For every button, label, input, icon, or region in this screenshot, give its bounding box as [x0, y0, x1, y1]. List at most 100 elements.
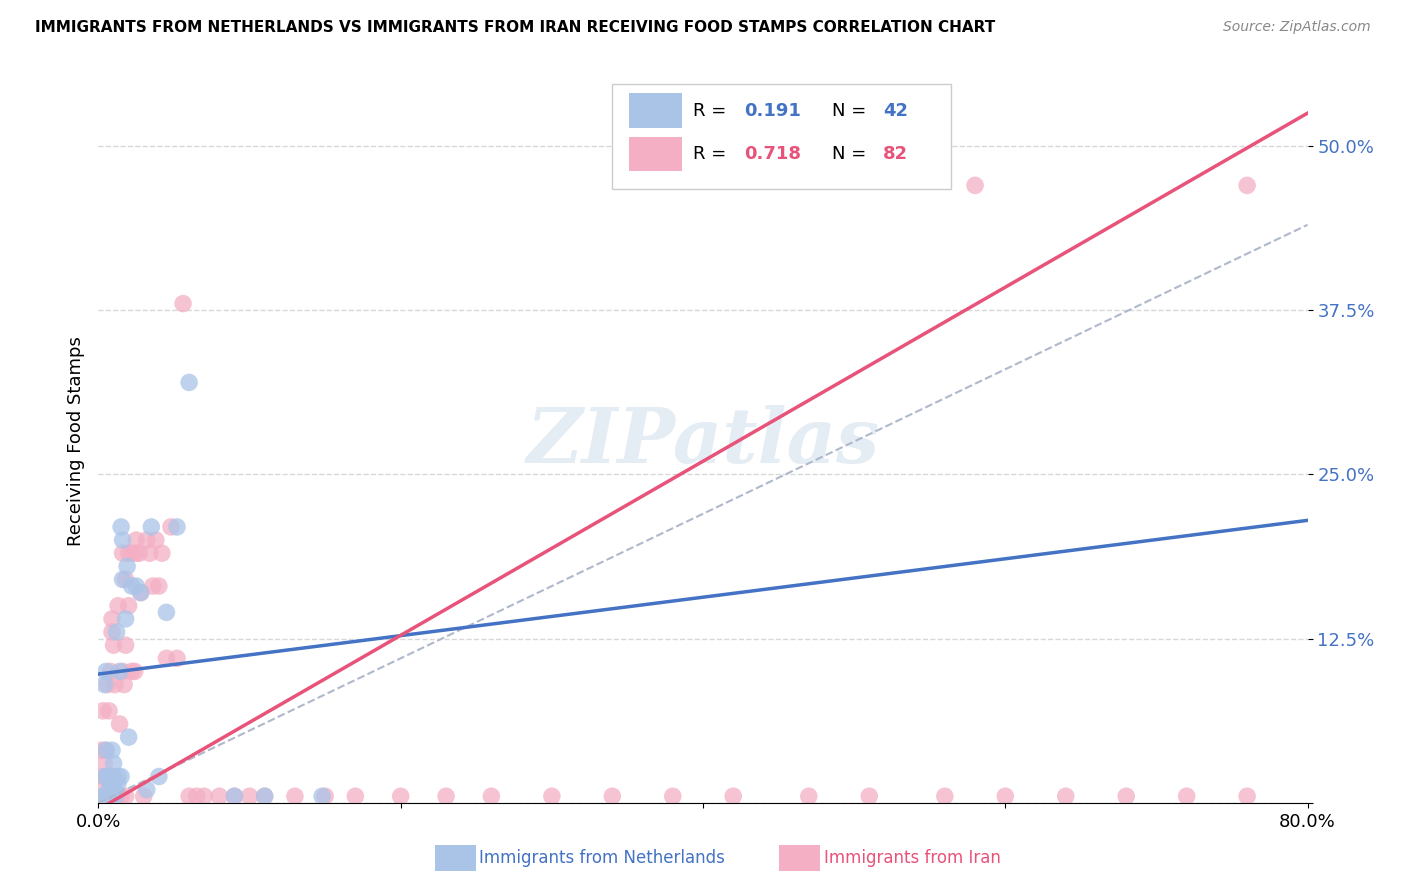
Point [129, 585, 152, 599]
Point [118, 730, 141, 744]
Point [114, 638, 136, 652]
Point [101, 612, 124, 626]
Point [101, 770, 124, 784]
Point [994, 789, 1017, 804]
Point [224, 789, 246, 804]
Text: R =: R = [693, 102, 733, 120]
Point [139, 546, 162, 560]
Point [100, 665, 122, 679]
Point [253, 789, 276, 804]
Point [91, 770, 114, 784]
Text: N =: N = [832, 102, 872, 120]
Point [103, 782, 125, 797]
Point [965, 178, 987, 193]
Point [90, 782, 112, 797]
Point [172, 296, 194, 310]
Point [100, 789, 122, 804]
Point [94, 789, 117, 804]
Point [145, 533, 167, 547]
Point [1175, 789, 1198, 804]
Text: Immigrants from Iran: Immigrants from Iran [824, 849, 1001, 867]
Text: IMMIGRANTS FROM NETHERLANDS VS IMMIGRANTS FROM IRAN RECEIVING FOOD STAMPS CORREL: IMMIGRANTS FROM NETHERLANDS VS IMMIGRANT… [35, 20, 995, 35]
Point [723, 789, 745, 804]
Text: R =: R = [693, 145, 733, 163]
Point [111, 546, 134, 560]
Text: 82: 82 [883, 145, 908, 163]
Point [141, 520, 163, 534]
Point [166, 651, 188, 665]
Point [94, 770, 117, 784]
Point [1236, 178, 1258, 193]
Point [104, 677, 127, 691]
Point [661, 789, 683, 804]
Point [148, 770, 170, 784]
Point [93, 770, 115, 784]
Point [111, 665, 134, 679]
Point [118, 546, 141, 560]
Point [155, 605, 177, 619]
Point [98, 704, 121, 718]
Point [112, 677, 135, 691]
Point [98, 789, 121, 804]
Point [121, 579, 143, 593]
Text: N =: N = [832, 145, 872, 163]
Text: 0.191: 0.191 [744, 102, 801, 120]
Point [125, 546, 148, 560]
Point [98, 770, 121, 784]
Point [107, 599, 129, 613]
FancyBboxPatch shape [434, 846, 475, 871]
Point [100, 782, 122, 797]
Point [434, 789, 457, 804]
Point [284, 789, 307, 804]
Point [96, 789, 118, 804]
Point [105, 625, 128, 640]
Point [101, 743, 124, 757]
Point [224, 789, 246, 804]
Point [1236, 789, 1258, 804]
Point [101, 625, 124, 640]
Point [1054, 789, 1077, 804]
Text: Immigrants from Netherlands: Immigrants from Netherlands [479, 849, 725, 867]
Y-axis label: Receiving Food Stamps: Receiving Food Stamps [66, 336, 84, 547]
Point [114, 573, 136, 587]
Point [253, 789, 276, 804]
Point [107, 770, 129, 784]
Point [125, 579, 148, 593]
Point [93, 789, 115, 804]
Point [186, 789, 208, 804]
Point [114, 612, 136, 626]
Point [314, 789, 336, 804]
Point [797, 789, 820, 804]
Point [94, 665, 117, 679]
Point [1115, 789, 1137, 804]
Point [94, 743, 117, 757]
Point [105, 789, 128, 804]
Point [110, 770, 132, 784]
Point [94, 789, 117, 804]
Point [104, 782, 127, 797]
Point [602, 789, 624, 804]
Point [103, 789, 125, 804]
Point [108, 717, 131, 731]
Point [93, 677, 115, 691]
Point [128, 546, 150, 560]
Point [103, 770, 125, 784]
Point [311, 789, 333, 804]
Point [481, 789, 503, 804]
Text: 42: 42 [883, 102, 908, 120]
Point [121, 546, 143, 560]
Point [96, 677, 118, 691]
Point [103, 638, 125, 652]
Point [98, 770, 121, 784]
Point [239, 789, 262, 804]
Point [103, 756, 125, 771]
Point [103, 789, 125, 804]
Point [108, 665, 131, 679]
Point [115, 559, 138, 574]
Point [125, 533, 148, 547]
Point [110, 789, 132, 804]
FancyBboxPatch shape [779, 846, 820, 871]
Point [90, 743, 112, 757]
Point [104, 789, 127, 804]
Point [142, 579, 165, 593]
